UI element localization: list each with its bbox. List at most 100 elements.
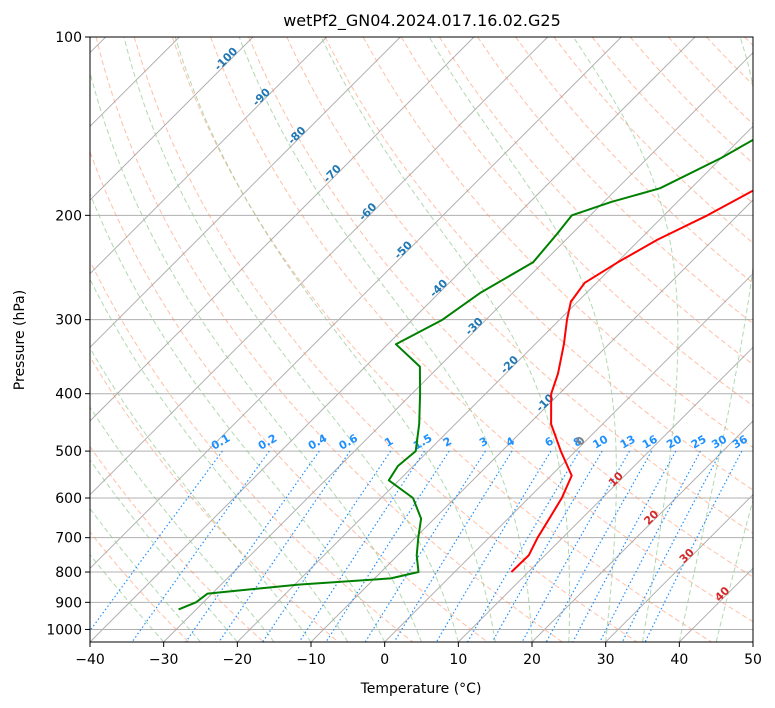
mixing-ratio-label: 1.5 <box>411 432 434 453</box>
dry-adiabat-line <box>90 356 339 642</box>
isotherm-label: -60 <box>356 200 379 223</box>
mixing-ratio-line <box>572 450 677 642</box>
isotherm-line <box>457 346 753 642</box>
isotherm-line <box>90 37 254 201</box>
plot-frame <box>89 36 754 643</box>
dry-adiabat-line <box>477 37 753 325</box>
isotherm-label: -100 <box>212 44 241 73</box>
y-tick-label: 600 <box>55 491 82 507</box>
isotherm-label: -50 <box>392 238 415 261</box>
dry-adiabat-line <box>90 259 414 642</box>
isotherm-line <box>90 37 622 570</box>
dry-adiabat-line <box>362 37 753 449</box>
mixing-ratio-label: 25 <box>689 433 709 452</box>
mixing-ratio-line <box>466 450 580 642</box>
x-tick-label: −20 <box>223 652 253 668</box>
moist-adiabat-line <box>90 459 238 642</box>
dry-adiabat-line <box>744 37 753 47</box>
dry-adiabat-line <box>95 37 563 642</box>
y-tick-label: 200 <box>55 208 82 224</box>
isotherm-line <box>90 37 328 275</box>
mixing-ratio-label: 0.4 <box>306 431 330 452</box>
dry-adiabat-line <box>286 37 753 534</box>
y-tick-label: 100 <box>55 30 82 46</box>
moist-adiabat-line <box>715 497 753 642</box>
mixing-ratio-label: 20 <box>664 432 684 451</box>
x-tick-label: −30 <box>149 652 179 668</box>
isotherm-line <box>752 641 753 642</box>
mixing-ratio-line <box>621 450 722 642</box>
mixing-ratio-label: 1 <box>382 435 395 450</box>
mixing-ratio-line <box>644 450 743 642</box>
x-tick-label: 40 <box>670 652 688 668</box>
dry-adiabat-line <box>248 37 753 578</box>
mixing-ratio-line <box>262 450 392 642</box>
chart-title: wetPf2_GN04.2024.017.16.02.G25 <box>283 11 561 31</box>
isotherm-label: -10 <box>533 391 556 414</box>
moist-adiabat-line <box>572 37 679 642</box>
x-tick-label: −40 <box>75 652 105 668</box>
y-axis-label: Pressure (hPa) <box>12 290 28 390</box>
moist-adiabat-line <box>90 192 386 642</box>
mixing-ratio-label: 3 <box>477 435 490 450</box>
dry-adiabat-line <box>90 531 190 642</box>
dry-adiabat-line <box>400 37 753 407</box>
dry-adiabat-line <box>515 37 753 284</box>
isotherm-line <box>531 420 753 642</box>
mixing-ratio-line <box>90 450 223 632</box>
x-tick-label: 50 <box>744 652 762 668</box>
mixing-ratio-line <box>599 450 702 642</box>
moist-adiabat-line <box>90 70 422 642</box>
dry-adiabat-line <box>438 37 753 366</box>
x-tick-label: 0 <box>380 652 389 668</box>
moist-adiabat-line <box>90 278 349 642</box>
moist-adiabat-line <box>320 37 571 642</box>
moist-adiabat-line <box>752 640 753 642</box>
isotherm-line <box>163 51 753 642</box>
isotherm-line <box>605 493 753 642</box>
moist-adiabat-line <box>90 406 275 642</box>
x-tick-label: 20 <box>523 652 541 668</box>
moist-adiabat-line <box>123 37 459 642</box>
isotherm-line <box>236 125 753 642</box>
moist-adiabat-line <box>238 37 533 642</box>
y-tick-label: 700 <box>55 531 82 547</box>
y-axis: 100 200 300 400 500 600 700 800 900 1000 <box>46 30 90 638</box>
mixing-ratio-line <box>491 450 603 642</box>
dry-adiabat-line <box>90 445 264 642</box>
dry-adiabat-line <box>210 37 753 623</box>
mixing-ratio-line <box>298 450 425 642</box>
isotherm-line <box>90 37 475 422</box>
mixing-ratio-line <box>218 450 351 642</box>
dry-adiabat-line <box>133 37 638 642</box>
isotherm-line <box>384 272 753 642</box>
y-tick-label: 800 <box>55 565 82 581</box>
isotherm-label: 20 <box>641 507 661 527</box>
mixing-ratio-line <box>393 450 513 642</box>
moist-adiabat-line <box>90 347 312 642</box>
isotherm-label: -80 <box>285 124 308 147</box>
mixing-ratio-line <box>131 450 270 642</box>
background-lines <box>90 37 753 642</box>
dry-adiabat-line <box>706 37 753 86</box>
x-tick-label: 30 <box>597 652 615 668</box>
dewpoint-line <box>178 138 753 611</box>
plot-area: 0.1 0.2 0.4 0.6 1 1.5 2 3 4 6 8 10 13 16 20 25 30 36-100-… <box>90 37 753 642</box>
mixing-ratio-line <box>185 450 320 642</box>
temperature-line <box>510 189 753 573</box>
mixing-ratio-label: 16 <box>640 432 660 451</box>
mixing-ratio-label: 10 <box>591 432 611 451</box>
isotherm-line <box>678 567 753 642</box>
mixing-ratio-line <box>521 450 631 642</box>
isoline-labels: 0.1 0.2 0.4 0.6 1 1.5 2 3 4 6 8 10 13 16 20 25 30 36-100-… <box>209 44 750 604</box>
mixing-ratio-label: 36 <box>730 432 750 451</box>
mixing-ratio-line <box>545 450 653 642</box>
moist-adiabat-line <box>174 37 496 642</box>
isotherm-label: -20 <box>498 353 521 376</box>
mixing-ratio-label: 0.2 <box>256 432 279 453</box>
isotherm-line <box>90 37 401 349</box>
isotherm-line <box>90 37 696 642</box>
x-tick-label: −10 <box>296 652 326 668</box>
y-tick-label: 900 <box>55 595 82 611</box>
